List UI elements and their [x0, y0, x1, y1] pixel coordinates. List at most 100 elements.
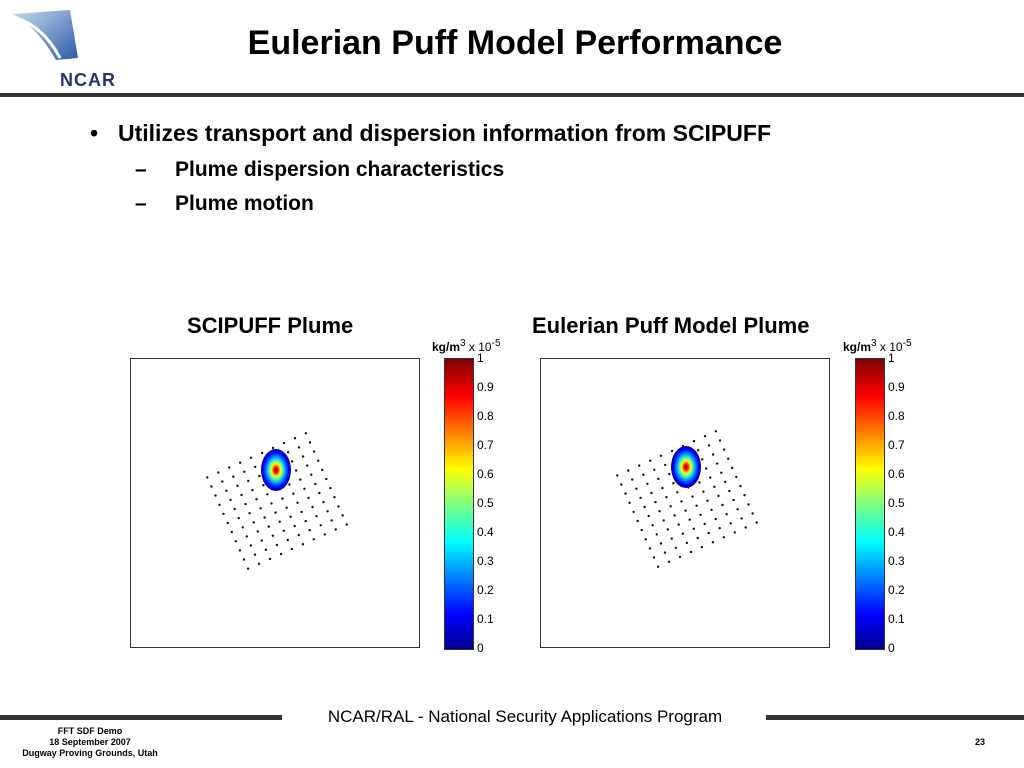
- grid-point: [286, 451, 290, 454]
- scale-exp: -5: [491, 338, 501, 349]
- grid-point: [311, 505, 314, 509]
- dash-icon: –: [135, 192, 147, 215]
- grid-point: [643, 505, 646, 509]
- grid-point: [236, 484, 239, 487]
- grid-point: [739, 484, 742, 488]
- grid-point: [249, 544, 253, 547]
- grid-point: [718, 527, 721, 530]
- grid-point: [691, 495, 694, 498]
- grid-point: [689, 550, 693, 554]
- grid-point: [232, 475, 235, 478]
- grid-point: [698, 481, 701, 484]
- units-label: kg/m: [432, 340, 461, 354]
- grid-point: [654, 500, 657, 504]
- footer-line: Dugway Proving Grounds, Utah: [22, 748, 158, 758]
- grid-point: [706, 499, 709, 502]
- grid-point: [308, 529, 311, 532]
- grid-point: [274, 511, 277, 514]
- grid-point: [329, 486, 332, 490]
- grid-point: [728, 489, 731, 493]
- colorbar-tick-label: 0.7: [477, 438, 494, 452]
- grid-point: [310, 473, 313, 476]
- grid-point: [249, 456, 253, 459]
- colorbar-tick-label: 0.7: [888, 438, 905, 452]
- grid-point: [325, 477, 328, 481]
- grid-point: [330, 519, 333, 522]
- grid-point: [214, 494, 217, 497]
- grid-point: [295, 469, 298, 472]
- grid-point: [711, 541, 715, 544]
- grid-point: [237, 516, 240, 520]
- grid-point: [244, 502, 247, 506]
- grid-point: [253, 553, 257, 556]
- grid-point: [725, 513, 728, 516]
- grid-point: [658, 510, 661, 513]
- page-number: 23: [975, 737, 986, 747]
- grid-point: [729, 522, 732, 525]
- colorbar-tick-label: 0.1: [888, 612, 905, 626]
- grid-point: [282, 441, 286, 445]
- grid-point: [251, 488, 254, 492]
- grid-point: [656, 565, 660, 568]
- grid-point: [669, 505, 672, 508]
- grid-point: [684, 509, 687, 512]
- grid-point: [260, 451, 264, 455]
- grid-point: [616, 474, 619, 477]
- grid-point: [314, 482, 317, 486]
- scale-exp: -5: [902, 338, 912, 349]
- sub-bullet: – Plume dispersion characteristics: [135, 158, 504, 182]
- grid-point: [627, 469, 630, 472]
- grid-point: [733, 531, 736, 534]
- grid-point: [650, 491, 653, 495]
- footer-program: NCAR/RAL - National Security Application…: [327, 707, 723, 726]
- grid-point: [642, 473, 645, 476]
- grid-point: [644, 538, 647, 541]
- grid-point: [703, 522, 706, 526]
- colorbar-tick-label: 0.2: [888, 583, 905, 597]
- grid-point: [707, 531, 710, 535]
- grid-point: [304, 432, 308, 435]
- footer-event: FFT SDF Demo 18 September 2007 Dugway Pr…: [0, 726, 180, 759]
- grid-point: [245, 535, 248, 538]
- grid-point: [673, 514, 676, 517]
- grid-point: [293, 524, 296, 528]
- grid-point: [301, 455, 305, 458]
- grid-point: [271, 446, 275, 450]
- globe-swoosh-icon: [13, 10, 78, 60]
- grid-point: [670, 449, 674, 453]
- right-colorbar-units: kg/m3 x 10-5: [843, 338, 912, 354]
- grid-point: [659, 542, 663, 545]
- grid-point: [278, 520, 281, 523]
- grid-point: [282, 529, 285, 532]
- grid-point: [624, 492, 627, 495]
- grid-point: [345, 523, 348, 526]
- grid-point: [638, 464, 641, 467]
- main-bullet: • Utilizes transport and dispersion info…: [90, 120, 771, 147]
- grid-point: [252, 521, 255, 524]
- grid-point: [229, 498, 232, 502]
- grid-point: [659, 454, 663, 457]
- grid-point: [701, 458, 704, 461]
- grid-point: [655, 533, 658, 536]
- grid-point: [275, 543, 279, 547]
- colorbar-tick-label: 1: [888, 351, 895, 365]
- grid-point: [297, 446, 301, 449]
- grid-point: [241, 526, 244, 529]
- footer-line: FFT SDF Demo: [57, 726, 123, 736]
- colorbar-tick-label: 0.4: [477, 525, 494, 539]
- colorbar-tick-label: 0.2: [477, 583, 494, 597]
- grid-point: [743, 494, 746, 497]
- grid-point: [258, 474, 261, 478]
- grid-point: [677, 523, 680, 526]
- left-colorbar-units: kg/m3 x 10-5: [432, 338, 501, 354]
- grid-point: [676, 491, 679, 494]
- grid-point: [286, 538, 289, 542]
- right-plume-plot: [540, 358, 830, 648]
- grid-point: [703, 435, 707, 438]
- right-colorbar: [855, 358, 885, 650]
- grid-point: [685, 541, 689, 545]
- left-colorbar: [444, 358, 474, 650]
- bullet-icon: •: [90, 120, 99, 146]
- grid-point: [228, 466, 231, 469]
- colorbar-tick-label: 1: [477, 351, 484, 365]
